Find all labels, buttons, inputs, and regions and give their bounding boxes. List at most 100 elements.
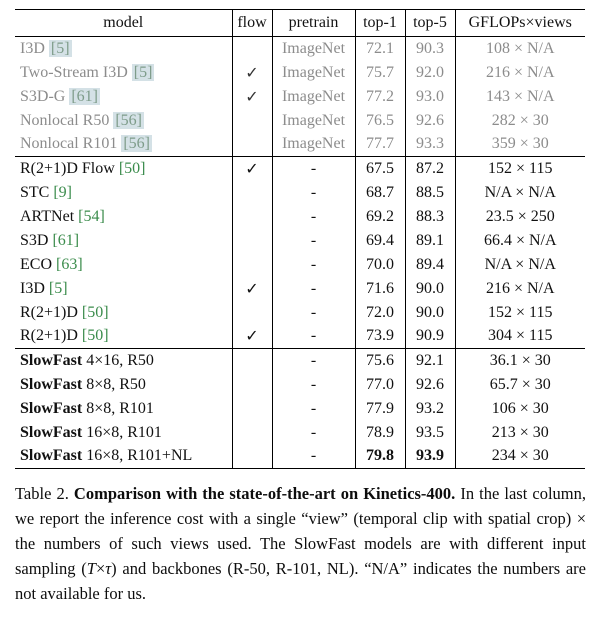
column-header: model [15,9,232,37]
model-name-bold: SlowFast [20,447,83,465]
model-name: I3D [20,39,45,57]
cost-cell: 66.4 × N/A [454,228,585,253]
top5-cell: 92.1 [404,348,455,373]
citation-link[interactable]: [50] [81,327,109,345]
flow-cell [231,108,272,133]
table-row: Nonlocal R50 [56] ImageNet 76.5 92.6 282 × 3… [15,108,585,133]
top5-cell: 90.0 [404,276,455,301]
model-cell: I3D [5] [15,277,232,301]
cost-cell: 359 × 30 [454,132,585,157]
caption-body-1: In the last column, we report the infere… [15,484,586,578]
flow-cell [231,300,272,325]
table-row: R(2+1)D [50] -72.0 90.0 152 × 115 [15,300,585,325]
pretrain-cell: - [271,228,355,253]
pretrain-cell: - [271,180,355,205]
column-header: GFLOPs×views [454,9,585,37]
pretrain-cell: - [271,156,355,181]
model-name-bold: SlowFast [20,351,83,369]
pretrain-cell: - [271,204,355,229]
caption-body-2: ) and backbones (R-50, R-101, NL). “N/A”… [15,559,586,603]
top1-cell: 77.2 [354,84,405,109]
model-cell: R(2+1)D [50] [15,325,232,349]
pretrain-cell: - [271,252,355,277]
flow-cell: ✓ [231,276,272,301]
table-row: S3D-G [61] ✓ ImageNet 77.2 93.0 143 × N/A [15,84,585,109]
table-row: SlowFast 8×8, R50 -77.0 92.6 65.7 × 30 [15,372,585,397]
citation-link[interactable]: [50] [118,159,146,177]
caption-math-T: T [86,559,96,578]
model-name: R(2+1)D Flow [20,159,115,177]
pretrain-cell: ImageNet [271,108,355,133]
model-name: 8×8, R50 [82,375,146,393]
flow-cell [231,372,272,397]
table-row: R(2+1)D [50] ✓ -73.9 90.9 304 × 115 [15,324,585,349]
model-name-bold: SlowFast [20,399,83,417]
citation-link[interactable]: [5] [48,39,72,57]
column-header: flow [231,9,272,37]
flow-cell [231,420,272,445]
model-cell: R(2+1)D [50] [15,301,232,325]
cost-cell: 23.5 × 250 [454,204,585,229]
table-row: SlowFast 4×16, R50 -75.6 92.1 36.1 × 30 [15,348,585,373]
citation-link[interactable]: [61] [69,87,100,105]
cost-cell: 152 × 115 [454,300,585,325]
model-name-bold: SlowFast [20,423,83,441]
table-row: STC [9] -68.7 88.5 N/A × N/A [15,180,585,205]
column-header: top-1 [354,9,405,37]
cost-cell: 213 × 30 [454,420,585,445]
top5-cell: 88.5 [404,180,455,205]
citation-link[interactable]: [9] [53,183,72,201]
model-cell: S3D-G [61] [15,85,232,109]
top1-cell: 78.9 [354,420,405,445]
top1-cell: 67.5 [354,156,405,181]
top5-cell: 90.3 [404,36,455,61]
top5-cell: 92.6 [404,108,455,133]
top5-cell: 92.6 [404,372,455,397]
citation-link[interactable]: [54] [78,207,105,225]
flow-cell: ✓ [231,84,272,109]
top5-cell: 90.9 [404,324,455,349]
citation-link[interactable]: [56] [121,135,152,153]
model-name: I3D [20,279,45,297]
model-name: S3D-G [20,87,66,105]
table-row: I3D [5] ImageNet 72.1 90.3 108 × N/A [15,36,585,61]
table-header-row: model flow pretrain top-1 top-5 GFLOPs×views [15,9,585,37]
citation-link[interactable]: [61] [52,231,80,249]
pretrain-cell: ImageNet [271,36,355,61]
model-name: R(2+1)D [20,303,78,321]
cost-cell: 36.1 × 30 [454,348,585,373]
pretrain-cell: ImageNet [271,132,355,157]
top1-cell: 72.0 [354,300,405,325]
column-header: top-5 [404,9,455,37]
table-row: SlowFast 16×8, R101+NL -79.8 93.9 234 × 30 [15,444,585,469]
citation-link[interactable]: [56] [113,111,144,129]
pretrain-cell: - [271,324,355,349]
table-row: I3D [5] ✓ -71.6 90.0 216 × N/A [15,276,585,301]
model-cell: R(2+1)D Flow [50] [15,156,232,181]
paper-page: model flow pretrain top-1 top-5 GFLOPs×views … [15,9,586,603]
caption-math-tau: τ [105,559,112,578]
model-cell: SlowFast 8×8, R50 [15,373,232,397]
citation-link[interactable]: [50] [81,303,109,321]
flow-cell: ✓ [231,324,272,349]
table-head: model flow pretrain top-1 top-5 GFLOPs×views [15,9,585,37]
caption-math-times: × [95,559,106,578]
cost-cell: 234 × 30 [454,444,585,469]
top5-cell: 93.5 [404,420,455,445]
model-name: STC [20,183,50,201]
pretrain-cell: - [271,396,355,421]
citation-link[interactable]: [63] [56,255,83,273]
top1-cell: 68.7 [354,180,405,205]
table-row: R(2+1)D Flow [50] ✓ -67.5 87.2 152 × 115 [15,156,585,181]
citation-link[interactable]: [5] [131,63,155,81]
pretrain-cell: - [271,300,355,325]
citation-link[interactable]: [5] [48,279,68,297]
model-name: 4×16, R50 [82,351,154,369]
model-cell: S3D [61] [15,229,232,253]
model-cell: I3D [5] [15,37,232,61]
top5-cell: 93.2 [404,396,455,421]
model-cell: ARTNet [54] [15,205,232,229]
model-name: R(2+1)D [20,327,78,345]
model-cell: Nonlocal R50 [56] [15,109,232,133]
cost-cell: 65.7 × 30 [454,372,585,397]
